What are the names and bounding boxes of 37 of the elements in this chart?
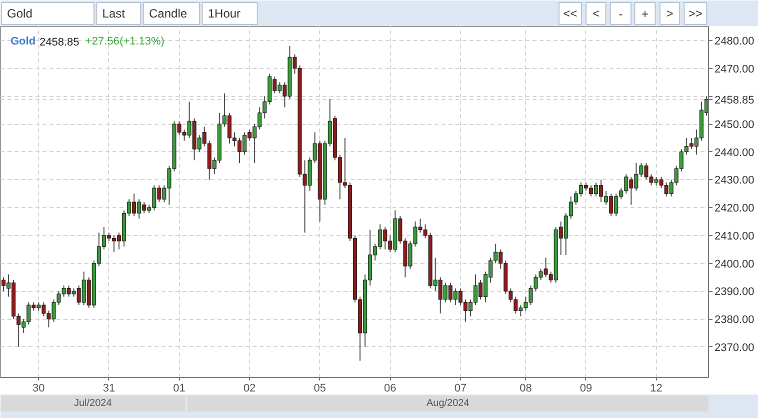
- y-tick-label: 2440.00: [714, 146, 754, 159]
- y-tick-label: 2430.00: [714, 174, 754, 187]
- y-tick-label: 2458.85: [714, 94, 754, 106]
- text: -: [618, 7, 623, 21]
- x-tick-label: 05: [314, 382, 326, 394]
- x-tick-label: 30: [32, 382, 45, 394]
- y-tick-label: 2470.00: [714, 63, 754, 76]
- text: >: [666, 6, 674, 20]
- y-tick-label: 2380.00: [714, 314, 754, 326]
- x-tick-label: 09: [580, 382, 592, 394]
- x-tick-label: 06: [384, 382, 396, 394]
- y-tick-label: 2400.00: [714, 258, 754, 270]
- x-tick-label: 02: [243, 382, 256, 394]
- text: <: [592, 6, 600, 20]
- annotation: 2458.85: [40, 36, 80, 48]
- y-tick-label: 2410.00: [714, 230, 754, 242]
- y-tick-label: 2480.00: [714, 35, 754, 48]
- text: Aug/2024: [426, 398, 470, 409]
- y-tick-label: 2450.00: [714, 119, 754, 131]
- text: 1Hour: [208, 6, 241, 20]
- text: Jul/2024: [74, 398, 112, 409]
- x-tick-label: 07: [454, 382, 467, 394]
- text: +: [641, 7, 648, 21]
- text: Last: [102, 6, 126, 20]
- text: Candle: [149, 6, 188, 20]
- x-tick-label: 08: [520, 382, 532, 394]
- text: Gold: [7, 6, 32, 20]
- x-tick-label: 01: [173, 382, 186, 394]
- x-tick-label: 12: [650, 382, 662, 394]
- annotation: +27.56(+1.13%): [86, 36, 164, 48]
- y-tick-label: 2390.00: [714, 286, 754, 298]
- text: <<: [563, 6, 578, 20]
- text: Gold: [10, 36, 36, 48]
- y-tick-label: 2370.00: [714, 342, 754, 354]
- x-tick-label: 31: [102, 382, 116, 394]
- text: >>: [688, 6, 702, 20]
- y-tick-label: 2420.00: [714, 202, 754, 215]
